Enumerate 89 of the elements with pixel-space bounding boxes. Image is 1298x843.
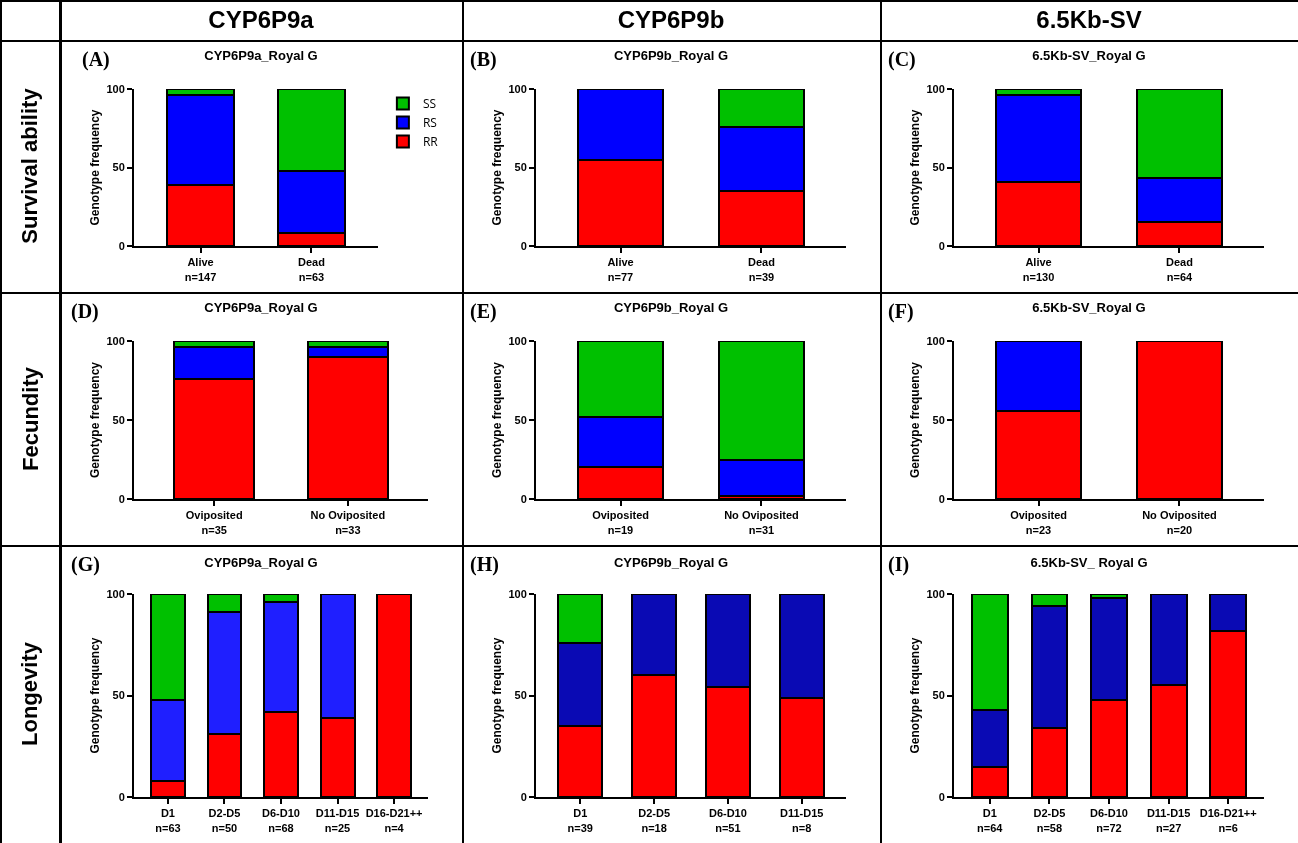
chart-title: CYP6P9b_Royal G (613, 554, 729, 570)
x-tick-label: Oviposited n=35 (185, 509, 243, 536)
legend-label: RS (422, 114, 437, 132)
x-tick-label: D2-D5 n=18 (638, 807, 670, 834)
y-tick-label: 50 (112, 413, 125, 426)
y-tick-label: 100 (508, 587, 527, 600)
text: (D) (71, 300, 99, 323)
y-tick-label: 50 (932, 413, 945, 426)
x-tick-label: No Oviposited n=31 (724, 509, 799, 536)
x-tick-label: Oviposited n=19 (592, 509, 649, 536)
x-tick-label: D11-D15 n=27 (1146, 807, 1191, 834)
legend-label: SS (422, 95, 437, 113)
y-axis-title: Genotype frequency (88, 361, 102, 479)
y-tick-label: 100 (106, 82, 125, 95)
y-tick-label: 0 (118, 492, 125, 505)
y-tick-label: 100 (926, 587, 945, 600)
x-tick-label: Dead n=39 (748, 256, 775, 283)
x-tick-label: Alive n=130 (1022, 256, 1055, 283)
y-tick-label: 0 (118, 239, 125, 252)
text: (C) (888, 48, 916, 71)
text: (F) (888, 300, 914, 323)
chart-title: CYP6P9b_Royal G (613, 48, 729, 64)
y-tick-label: 50 (112, 161, 125, 174)
y-tick-label: 0 (520, 790, 527, 803)
text: (E) (470, 300, 497, 323)
y-axis-title: Genotype frequency (490, 637, 504, 754)
x-tick-label: D11-D15 n=25 (315, 807, 360, 834)
text: (A) (82, 48, 110, 71)
chart-title: CYP6P9b_Royal G (613, 300, 729, 316)
y-tick-label: 100 (106, 334, 125, 347)
y-axis-title: Genotype frequency (908, 361, 922, 479)
y-axis-title: Genotype frequency (88, 637, 102, 754)
x-tick-label: Dead n=64 (1166, 256, 1194, 283)
text: (H) (470, 553, 499, 576)
x-tick-label: Oviposited n=23 (1010, 509, 1067, 536)
x-tick-label: D6-D10 n=68 (262, 807, 300, 834)
x-tick-label: D2-D5 n=50 (208, 807, 241, 834)
y-axis-title: Genotype frequency (490, 361, 504, 479)
x-tick-label: D1 n=63 (155, 807, 181, 834)
x-tick-label: No Oviposited n=20 (1142, 509, 1217, 536)
y-tick-label: 50 (932, 161, 945, 174)
x-tick-label: D11-D15 n=8 (780, 807, 824, 834)
x-tick-label: D2-D5 n=58 (1033, 807, 1066, 834)
y-tick-label: 50 (514, 689, 527, 702)
text: Survival ability (16, 87, 43, 246)
y-tick-label: 0 (520, 239, 527, 252)
y-axis-title: Genotype frequency (490, 109, 504, 226)
y-tick-label: 100 (926, 82, 945, 95)
y-tick-label: 0 (118, 790, 125, 803)
chart-title: 6.5Kb-SV_Royal G (1032, 48, 1146, 64)
chart-title: CYP6P9a_Royal G (204, 554, 318, 570)
chart-title: CYP6P9a_Royal G (204, 48, 318, 64)
legend-label: RR (422, 133, 439, 151)
chart-title: 6.5Kb-SV_Royal G (1032, 300, 1146, 316)
text: 6.5Kb-SV (880, 0, 1298, 40)
text: CYP6P9b (462, 0, 880, 40)
x-tick-label: Dead n=63 (298, 256, 325, 283)
y-tick-label: 0 (938, 492, 945, 505)
text: (I) (888, 553, 910, 576)
y-axis-title: Genotype frequency (908, 109, 922, 226)
text: (B) (470, 48, 497, 71)
x-tick-label: D16-D21++ n=6 (1199, 807, 1257, 834)
x-tick-label: Alive n=147 (184, 256, 217, 283)
y-tick-label: 100 (106, 587, 125, 600)
text: Longevity (16, 641, 43, 748)
text: Fecundity (16, 365, 44, 473)
y-tick-label: 0 (520, 492, 527, 505)
y-tick-label: 100 (926, 334, 945, 347)
y-tick-label: 50 (514, 413, 527, 426)
y-tick-label: 50 (932, 689, 945, 702)
chart-title: CYP6P9a_Royal G (204, 300, 318, 316)
x-tick-label: D16-D21++ n=4 (365, 807, 423, 834)
x-tick-label: No Oviposited n=33 (310, 509, 386, 536)
y-tick-label: 100 (508, 82, 527, 95)
y-axis-title: Genotype frequency (88, 109, 102, 226)
text: CYP6P9a (60, 0, 462, 40)
x-tick-label: D1 n=64 (977, 807, 1004, 834)
x-tick-label: D1 n=39 (567, 807, 593, 834)
text: (G) (71, 553, 100, 576)
chart-title: 6.5Kb-SV_ Royal G (1030, 554, 1148, 570)
y-tick-label: 100 (508, 334, 527, 347)
x-tick-label: D6-D10 n=51 (708, 807, 747, 834)
y-tick-label: 50 (514, 161, 527, 174)
y-tick-label: 0 (938, 790, 945, 803)
x-tick-label: D6-D10 n=72 (1090, 807, 1128, 834)
y-tick-label: 50 (112, 689, 125, 702)
y-tick-label: 0 (938, 239, 945, 252)
x-tick-label: Alive n=77 (607, 256, 634, 283)
y-axis-title: Genotype frequency (908, 637, 922, 754)
